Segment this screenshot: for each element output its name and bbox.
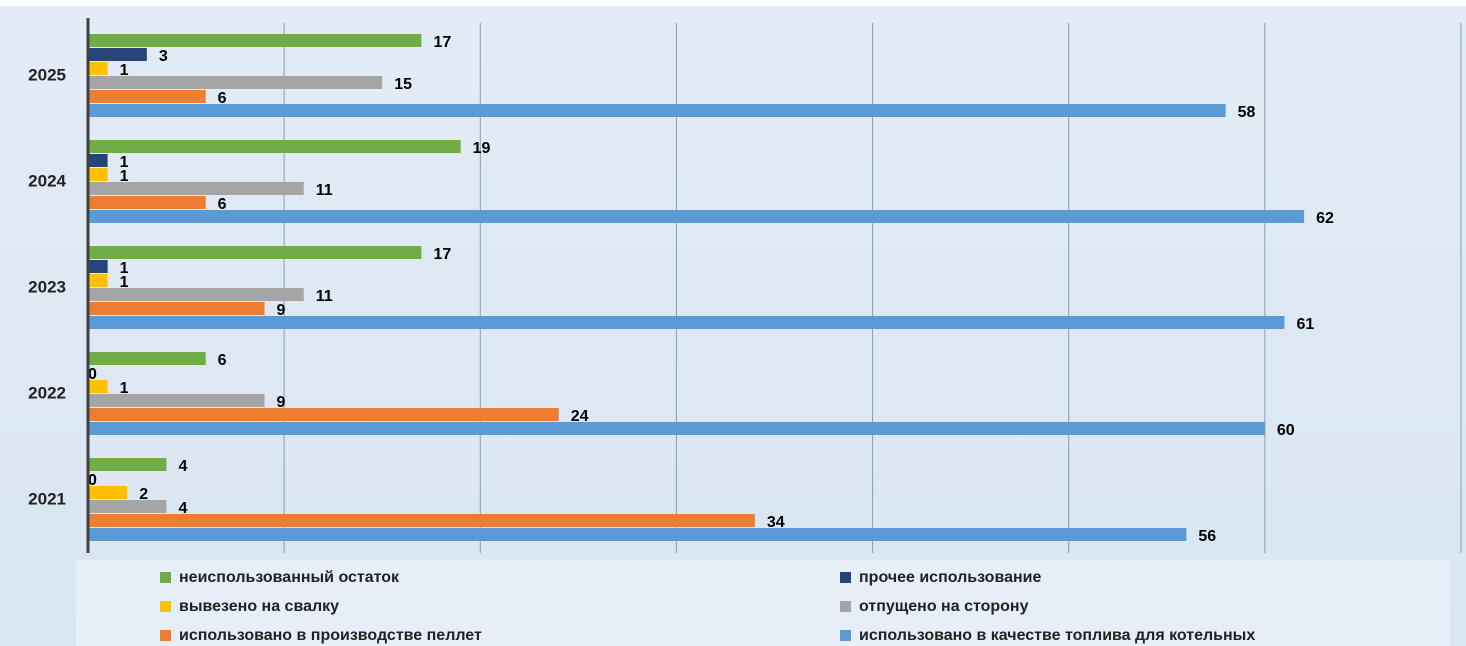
data-label: 17	[433, 34, 451, 51]
data-label: 34	[767, 514, 785, 531]
data-label: 0	[88, 472, 97, 489]
data-label: 1	[120, 154, 129, 171]
bar	[88, 394, 265, 407]
data-label: 1	[120, 380, 129, 397]
data-label: 17	[433, 246, 451, 263]
y-tick-label: 2023	[28, 277, 66, 296]
bar	[88, 210, 1305, 223]
legend-label: использовано в производстве пеллет	[179, 627, 482, 644]
bar	[88, 90, 206, 103]
legend-label: вывезено на свалку	[179, 598, 339, 615]
data-label: 58	[1238, 104, 1256, 121]
bar	[88, 104, 1226, 117]
data-label: 19	[473, 140, 491, 157]
bar	[88, 486, 128, 499]
bar	[88, 260, 108, 273]
legend-label: неиспользованный остаток	[179, 569, 400, 586]
bar	[88, 182, 304, 195]
data-label: 0	[88, 366, 97, 383]
data-label: 15	[394, 76, 412, 93]
legend-box	[76, 560, 1450, 646]
data-label: 60	[1277, 422, 1295, 439]
bar	[88, 246, 422, 259]
legend-marker	[160, 601, 171, 612]
data-label: 24	[571, 408, 589, 425]
bar	[88, 154, 108, 167]
legend-marker	[840, 601, 851, 612]
data-label: 56	[1198, 528, 1216, 545]
legend-marker	[840, 630, 851, 641]
data-label: 1	[120, 168, 129, 185]
data-label: 6	[218, 196, 227, 213]
bar	[88, 140, 461, 153]
bar	[88, 34, 422, 47]
data-label: 11	[316, 288, 333, 305]
data-label: 61	[1296, 316, 1314, 333]
bar	[88, 168, 108, 181]
data-label: 4	[178, 500, 187, 517]
bar	[88, 274, 108, 287]
legend-marker	[160, 572, 171, 583]
legend-marker	[160, 630, 171, 641]
legend-label: использовано в качестве топлива для коте…	[859, 627, 1255, 644]
bar	[88, 408, 559, 421]
bar	[88, 48, 147, 61]
bar	[88, 528, 1187, 541]
bar	[88, 302, 265, 315]
bar	[88, 196, 206, 209]
data-label: 9	[277, 394, 286, 411]
legend-marker	[840, 572, 851, 583]
y-tick-label: 2024	[28, 171, 66, 190]
y-tick-label: 2025	[28, 65, 66, 84]
data-label: 2	[139, 486, 148, 503]
legend-label: отпущено на сторону	[859, 598, 1029, 615]
bar	[88, 288, 304, 301]
bar	[88, 380, 108, 393]
bar	[88, 62, 108, 75]
bar	[88, 514, 755, 527]
bar	[88, 422, 1265, 435]
data-label: 1	[120, 260, 129, 277]
data-label: 3	[159, 48, 168, 65]
data-label: 11	[316, 182, 333, 199]
bar	[88, 458, 167, 471]
y-tick-label: 2021	[28, 489, 66, 508]
data-label: 9	[277, 302, 286, 319]
legend-label: прочее использование	[859, 569, 1041, 586]
y-tick-label: 2022	[28, 383, 66, 402]
data-label: 6	[218, 90, 227, 107]
data-label: 62	[1316, 210, 1334, 227]
bar	[88, 76, 383, 89]
data-label: 1	[120, 62, 129, 79]
bar	[88, 500, 167, 513]
bar	[88, 352, 206, 365]
data-label: 1	[120, 274, 129, 291]
bar	[88, 316, 1285, 329]
data-label: 4	[178, 458, 187, 475]
data-label: 6	[218, 352, 227, 369]
